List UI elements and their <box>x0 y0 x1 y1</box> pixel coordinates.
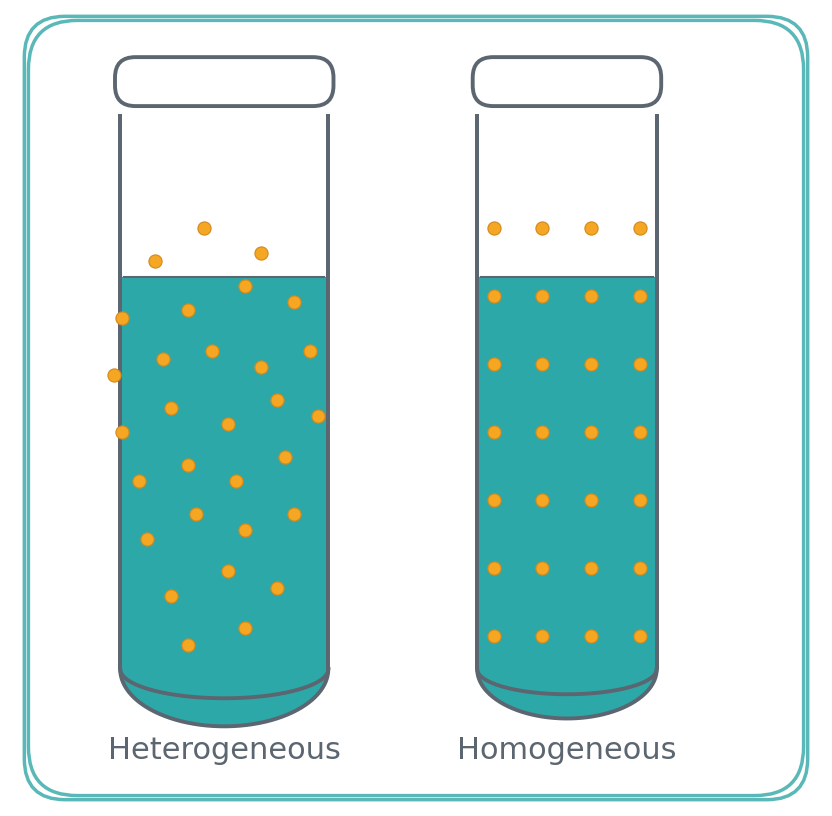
Point <box>634 426 647 439</box>
Point <box>270 393 284 406</box>
Point <box>536 562 549 575</box>
Point <box>634 630 647 643</box>
Point <box>311 410 324 423</box>
Point <box>536 426 549 439</box>
Point <box>487 222 500 235</box>
Point <box>132 475 146 488</box>
Point <box>487 426 500 439</box>
Point <box>487 358 500 371</box>
Point <box>634 358 647 371</box>
Bar <box>478 114 656 669</box>
Point <box>140 532 153 545</box>
Point <box>536 222 549 235</box>
Point <box>181 459 194 472</box>
Point <box>287 295 300 308</box>
Point <box>156 353 170 366</box>
Point <box>487 630 500 643</box>
Point <box>634 494 647 507</box>
Point <box>255 361 268 374</box>
Point <box>221 565 235 578</box>
Bar <box>120 277 329 669</box>
Point <box>585 222 598 235</box>
Point <box>487 494 500 507</box>
Point <box>536 630 549 643</box>
Point <box>634 222 647 235</box>
Point <box>238 524 251 537</box>
Ellipse shape <box>478 620 656 719</box>
Point <box>304 344 317 357</box>
Point <box>634 562 647 575</box>
Point <box>487 562 500 575</box>
Bar <box>120 114 329 669</box>
Point <box>116 312 129 325</box>
Point <box>189 508 202 521</box>
Ellipse shape <box>478 644 656 694</box>
Point <box>181 304 194 317</box>
Point <box>165 589 178 602</box>
Point <box>279 450 292 463</box>
FancyBboxPatch shape <box>473 57 661 106</box>
Point <box>536 494 549 507</box>
Point <box>116 426 129 439</box>
Point <box>634 290 647 303</box>
Point <box>238 622 251 635</box>
Point <box>585 426 598 439</box>
FancyBboxPatch shape <box>115 57 334 106</box>
Point <box>230 475 243 488</box>
Bar <box>478 277 656 669</box>
Point <box>585 494 598 507</box>
Point <box>181 638 194 651</box>
Point <box>585 358 598 371</box>
Point <box>197 222 210 235</box>
Point <box>536 290 549 303</box>
Point <box>585 290 598 303</box>
Point <box>585 562 598 575</box>
Point <box>221 418 235 431</box>
Point <box>238 279 251 292</box>
Point <box>270 581 284 594</box>
Point <box>165 401 178 415</box>
Ellipse shape <box>120 612 329 726</box>
Point <box>585 630 598 643</box>
Ellipse shape <box>120 640 329 698</box>
Point <box>536 358 549 371</box>
Point <box>287 508 300 521</box>
Point <box>107 369 121 382</box>
Text: Heterogeneous: Heterogeneous <box>108 736 340 765</box>
Point <box>255 246 268 259</box>
Point <box>487 290 500 303</box>
Text: Homogeneous: Homogeneous <box>458 736 676 765</box>
Point <box>206 344 219 357</box>
Point <box>148 255 161 268</box>
